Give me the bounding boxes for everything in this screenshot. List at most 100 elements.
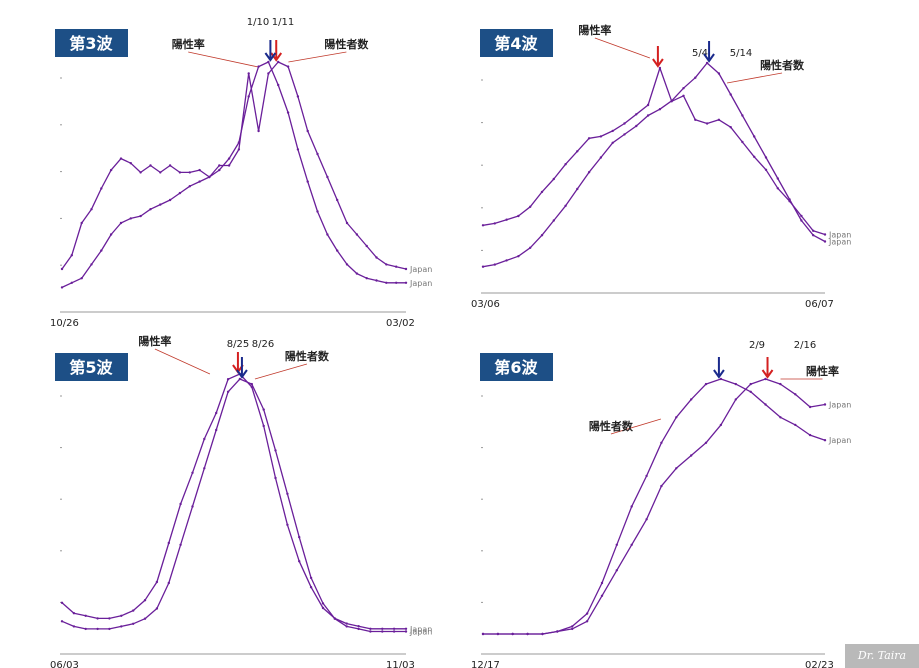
data-point <box>296 95 300 98</box>
chart-title: 第6波 <box>494 358 538 377</box>
data-point <box>556 630 559 633</box>
data-point <box>90 208 93 211</box>
data-point <box>198 180 201 183</box>
data-point <box>541 632 544 636</box>
data-point <box>682 94 685 98</box>
series-line <box>61 61 406 288</box>
series-end-label: Japan <box>409 279 432 288</box>
chart-title: 第5波 <box>69 358 113 377</box>
data-point <box>395 281 398 284</box>
data-point <box>529 205 532 208</box>
callout-leader <box>726 72 783 84</box>
data-point <box>571 627 574 631</box>
data-point <box>779 416 782 419</box>
data-point <box>481 632 485 636</box>
series-line <box>482 62 826 268</box>
peak-arrow-head <box>264 52 277 62</box>
data-point <box>812 234 815 237</box>
data-point <box>238 377 242 381</box>
data-point <box>717 118 721 122</box>
data-point <box>385 263 388 266</box>
data-point <box>70 254 74 257</box>
series-name-label: 陽性者数 <box>324 37 369 51</box>
data-point <box>84 614 87 617</box>
series-end-label: Japan <box>828 436 851 445</box>
data-point <box>385 281 388 284</box>
data-point <box>630 505 633 508</box>
callout-leader <box>188 51 259 68</box>
data-point <box>108 617 111 620</box>
data-point <box>155 580 159 584</box>
data-point <box>286 111 290 114</box>
data-point <box>392 630 396 633</box>
x-tick-label-start: 10/26 <box>50 318 79 329</box>
data-point <box>808 433 812 437</box>
data-point <box>540 190 544 194</box>
data-point <box>764 403 767 406</box>
wave-title-badge <box>480 29 553 57</box>
data-point <box>321 602 325 605</box>
data-point <box>375 256 378 259</box>
data-point <box>298 535 301 539</box>
data-point <box>392 627 396 630</box>
series-end-label: Japan <box>409 625 432 634</box>
data-point <box>660 441 663 444</box>
peak-date-label: 5/14 <box>730 48 752 59</box>
chart-title: 第4波 <box>494 34 538 53</box>
callout-leader <box>154 348 211 375</box>
series-end-label: Japan <box>828 401 851 410</box>
data-point <box>753 135 756 138</box>
data-point <box>179 543 182 546</box>
x-tick-label-end: 02/23 <box>805 660 834 668</box>
wave-title-badge <box>55 353 128 381</box>
data-point <box>576 150 579 153</box>
data-point <box>119 221 123 225</box>
data-point <box>794 423 797 427</box>
data-point <box>96 617 99 620</box>
x-tick-label-start: 03/06 <box>471 299 500 310</box>
data-point <box>646 103 650 107</box>
data-point <box>576 187 579 191</box>
data-point <box>611 141 614 144</box>
data-point <box>355 233 359 236</box>
data-point <box>179 502 182 506</box>
data-point <box>277 60 280 64</box>
data-point <box>250 382 253 386</box>
peak-date-label: 5/4 <box>692 48 708 59</box>
chart-title: 第3波 <box>69 34 113 53</box>
data-point <box>375 279 378 282</box>
data-point <box>198 168 201 172</box>
data-point <box>369 630 372 633</box>
wave-title-badge <box>480 353 553 381</box>
data-point <box>719 377 723 381</box>
data-point <box>823 439 827 442</box>
data-point <box>585 612 589 615</box>
data-point <box>635 124 638 128</box>
series-name-label: 陽性率 <box>172 37 205 51</box>
data-point <box>149 208 152 211</box>
data-point <box>481 224 485 227</box>
data-point <box>345 263 349 266</box>
data-point <box>139 171 142 174</box>
series-name-label: 陽性率 <box>806 364 839 378</box>
data-point <box>309 586 313 589</box>
data-point <box>60 286 64 289</box>
data-point <box>345 625 348 628</box>
data-point <box>188 185 191 188</box>
data-point <box>517 214 520 218</box>
data-point <box>120 625 123 628</box>
data-point <box>776 187 779 190</box>
series-line <box>61 61 407 270</box>
series-name-label: 陽性者数 <box>760 58 805 72</box>
peak-date-label: 2/16 <box>794 340 816 351</box>
data-point <box>800 219 803 222</box>
data-point <box>90 263 93 266</box>
data-point <box>404 627 408 630</box>
data-point <box>694 76 697 79</box>
data-point <box>729 93 732 96</box>
data-point <box>355 272 359 275</box>
series-name-label: 陽性率 <box>138 334 171 348</box>
data-point <box>734 398 737 401</box>
data-point <box>286 523 289 526</box>
